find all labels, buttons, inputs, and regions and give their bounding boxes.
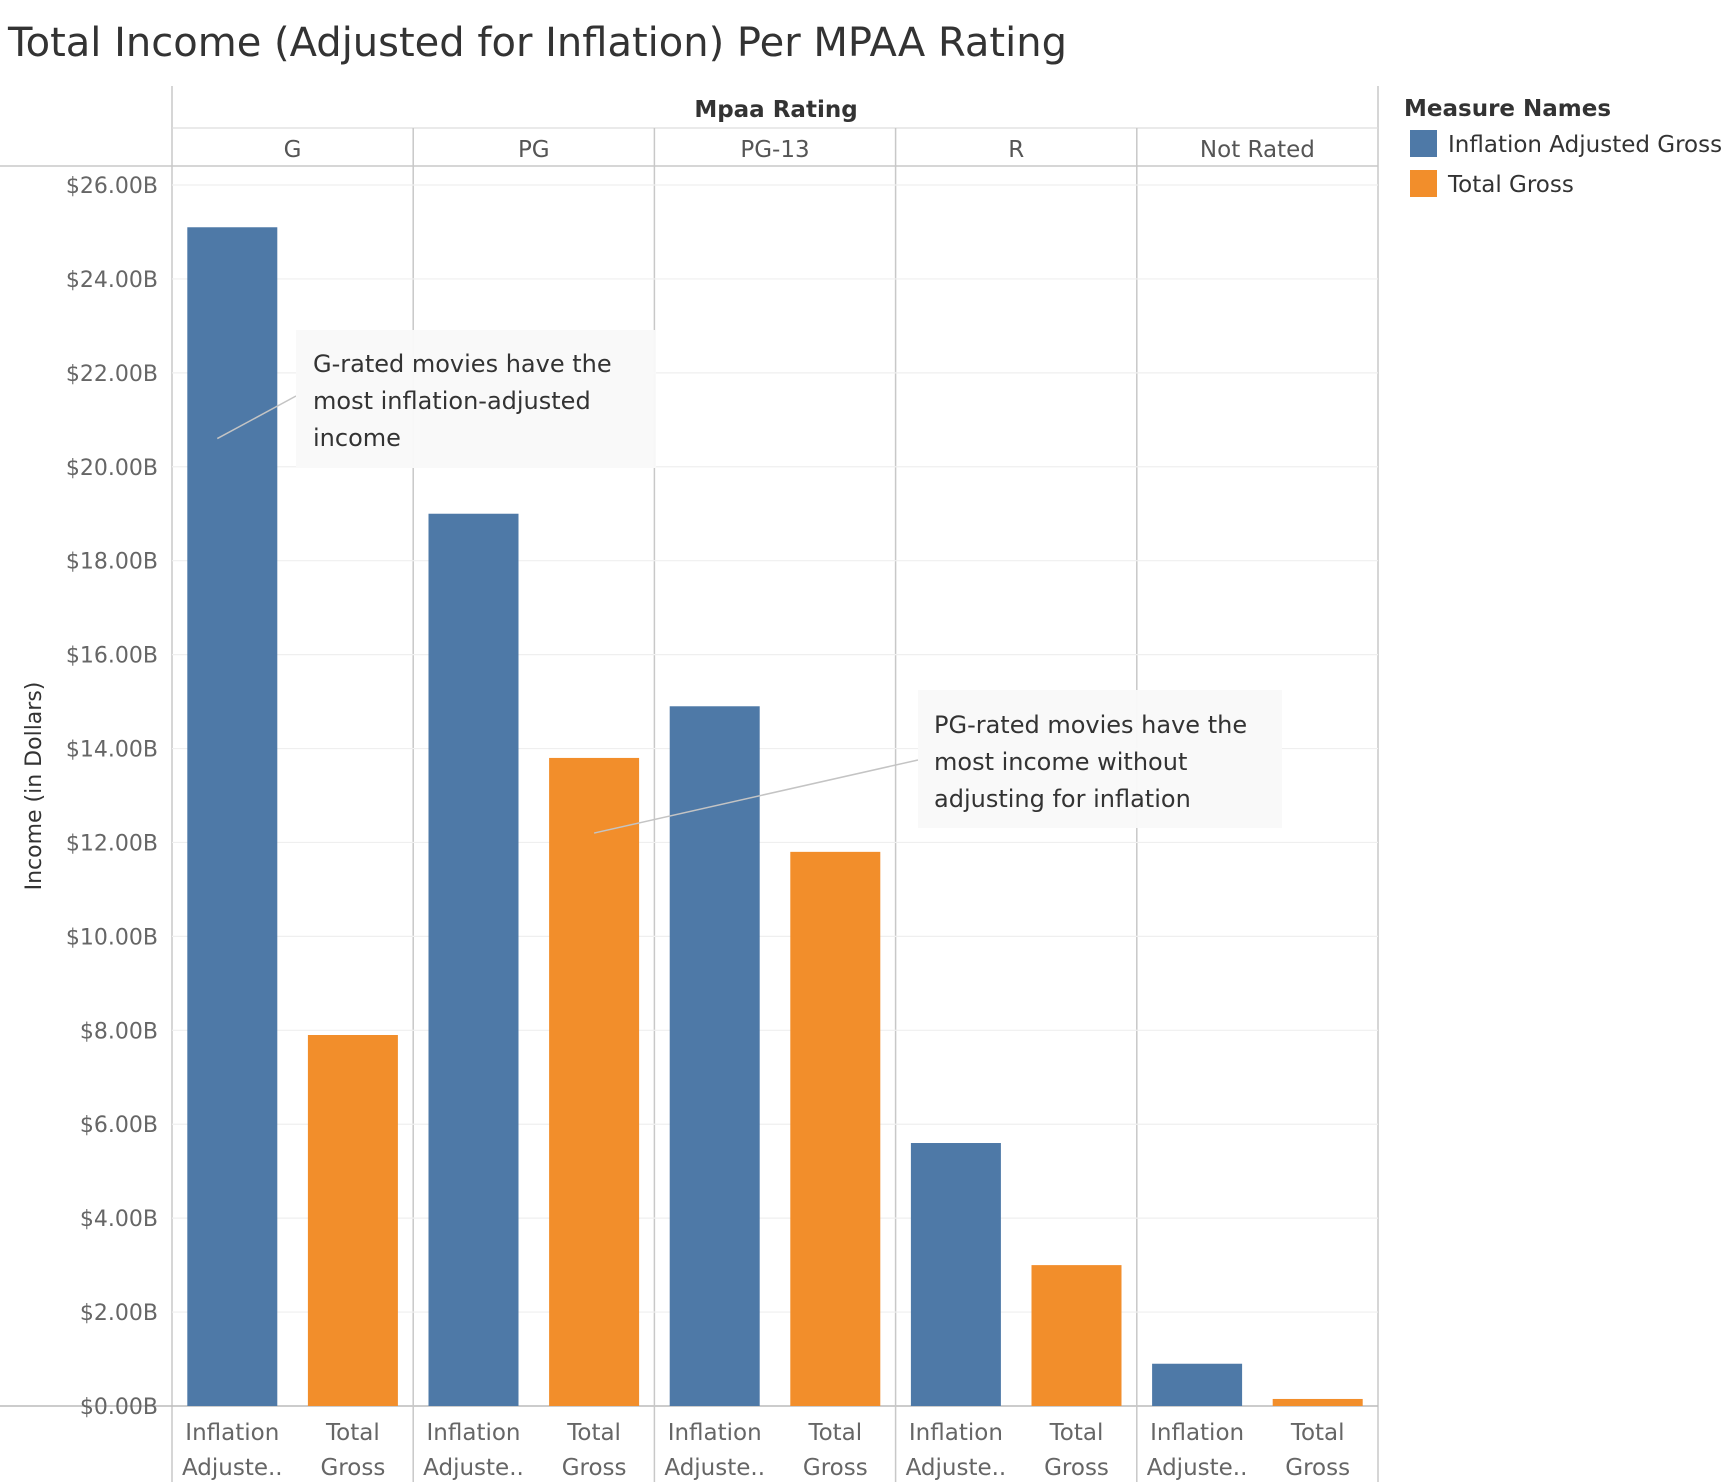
y-tick-label: $18.00B <box>66 550 158 575</box>
annotation-text: most inflation-adjusted <box>313 387 591 415</box>
x-tick-label: Inflation <box>185 1420 279 1446</box>
y-tick-label: $16.00B <box>66 644 158 669</box>
bar-g-inflation-adjusted <box>187 227 278 1406</box>
y-tick-label: $2.00B <box>80 1301 158 1326</box>
x-tick-label: Adjuste.. <box>423 1455 524 1481</box>
y-tick-label: $24.00B <box>66 268 158 293</box>
annotations: G-rated movies have the most inflation-ad… <box>216 330 1282 834</box>
annotation-text: income <box>313 424 401 452</box>
annotation-box <box>296 330 656 468</box>
y-tick-label: $4.00B <box>80 1207 158 1232</box>
x-tick-label: Adjuste.. <box>906 1455 1007 1481</box>
category-header: Not Rated <box>1200 137 1315 163</box>
bar-pg-total-gross <box>549 757 640 1406</box>
bars <box>187 227 1363 1406</box>
legend-item: Total Gross <box>1447 172 1574 198</box>
x-tick-label: Inflation <box>1150 1420 1244 1446</box>
x-tick-label: Total <box>1290 1420 1345 1446</box>
y-tick-label: $20.00B <box>66 456 158 481</box>
annotation-leader <box>593 759 919 834</box>
legend-title: Measure Names <box>1404 96 1611 122</box>
x-tick-label: Total <box>566 1420 621 1446</box>
x-tick-label: Gross <box>1285 1455 1350 1481</box>
legend-item: Inflation Adjusted Gross <box>1448 132 1722 158</box>
y-tick-label: $6.00B <box>80 1113 158 1138</box>
category-headers: G PG PG-13 R Not Rated <box>284 137 1315 163</box>
x-axis-ticks: Inflation Adjuste.. Total Gross Inflation Adj… <box>182 1420 1350 1481</box>
x-tick-label: Gross <box>1044 1455 1109 1481</box>
y-tick-label: $22.00B <box>66 362 158 387</box>
chart-title: Total Income (Adjusted for Inflation) Pe… <box>7 20 1067 66</box>
x-tick-label: Adjuste.. <box>1147 1455 1248 1481</box>
bar-pg-13-inflation-adjusted <box>669 706 760 1406</box>
bar-r-inflation-adjusted <box>910 1143 1001 1406</box>
y-axis-label: Income (in Dollars) <box>22 682 47 891</box>
y-tick-label: $14.00B <box>66 738 158 763</box>
annotation-box <box>918 690 1282 828</box>
y-tick-label: $10.00B <box>66 925 158 950</box>
x-tick-label: Inflation <box>427 1420 521 1446</box>
y-tick-label: $26.00B <box>66 174 158 199</box>
annotation-text: most income without <box>934 748 1187 776</box>
annotation-text: adjusting for inflation <box>934 785 1191 813</box>
category-header: PG-13 <box>740 137 809 163</box>
bar-pg-inflation-adjusted <box>428 513 519 1406</box>
category-header: R <box>1008 137 1024 163</box>
legend: Measure Names Inflation Adjusted Gross To… <box>1404 96 1722 198</box>
x-tick-label: Gross <box>803 1455 868 1481</box>
legend-swatch <box>1410 170 1437 197</box>
x-tick-label: Adjuste.. <box>664 1455 765 1481</box>
y-tick-label: $12.00B <box>66 831 158 856</box>
category-header: G <box>284 137 302 163</box>
bar-g-total-gross <box>307 1035 398 1406</box>
x-tick-label: Total <box>1049 1420 1104 1446</box>
category-header: PG <box>518 137 550 163</box>
x-tick-label: Gross <box>562 1455 627 1481</box>
annotation-text: PG-rated movies have the <box>934 711 1247 739</box>
bar-not-rated-inflation-adjusted <box>1152 1363 1243 1406</box>
x-tick-label: Total <box>325 1420 380 1446</box>
x-tick-label: Inflation <box>668 1420 762 1446</box>
annotation-leader <box>216 395 297 440</box>
y-tick-label: $8.00B <box>80 1019 158 1044</box>
bar-not-rated-total-gross <box>1272 1398 1363 1406</box>
y-axis-ticks: $0.00B $2.00B $4.00B $6.00B $8.00B $10.00B $12… <box>66 174 158 1420</box>
x-tick-label: Adjuste.. <box>182 1455 283 1481</box>
x-tick-label: Total <box>807 1420 862 1446</box>
annotation-text: G-rated movies have the <box>313 350 612 378</box>
x-tick-label: Gross <box>320 1455 385 1481</box>
x-tick-label: Inflation <box>909 1420 1003 1446</box>
y-tick-label: $0.00B <box>80 1395 158 1420</box>
bar-r-total-gross <box>1031 1265 1122 1406</box>
legend-swatch <box>1410 130 1437 157</box>
column-header: Mpaa Rating <box>694 97 857 123</box>
bar-pg-13-total-gross <box>790 851 881 1406</box>
